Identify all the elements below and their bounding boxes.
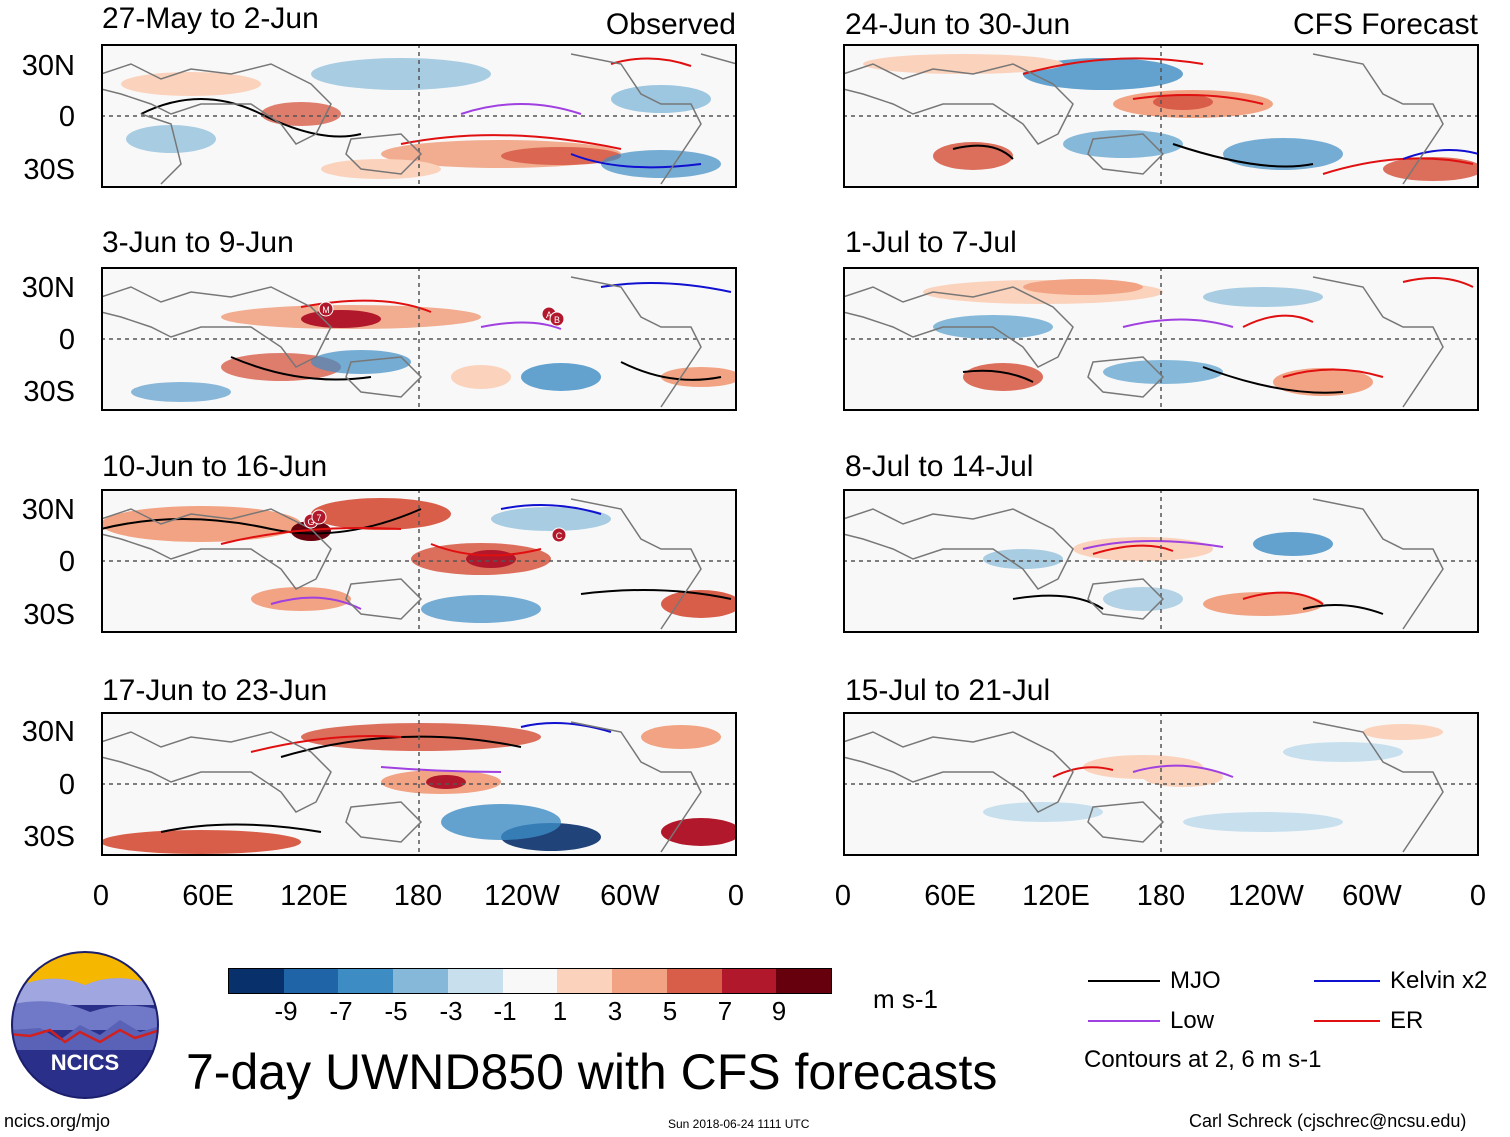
lat-label-eq: 0 <box>58 101 75 133</box>
colorbar-tick: 5 <box>662 996 678 1026</box>
map-panel-forecast-1 <box>843 44 1479 188</box>
panel-title-observed-4: 17-Jun to 23-Jun <box>102 674 328 707</box>
map-panel-observed-4 <box>101 712 737 856</box>
storm-marker-icon <box>549 311 565 327</box>
lon-label: 0 <box>727 880 745 912</box>
lat-label-30n: 30N <box>21 494 75 526</box>
legend-line-kelvin <box>1314 980 1380 982</box>
legend-note: Contours at 2, 6 m s-1 <box>1084 1046 1322 1073</box>
lon-label: 120E <box>280 880 348 912</box>
legend-line-er <box>1314 1020 1380 1022</box>
map-panel-forecast-3 <box>843 489 1479 633</box>
colorbar-swatch <box>229 969 284 993</box>
lon-label: 60W <box>600 880 660 912</box>
ncics-logo: NCICS <box>11 951 159 1099</box>
colorbar <box>228 968 832 994</box>
footer-author: Carl Schreck (cjschrec@ncsu.edu) <box>1189 1111 1467 1131</box>
panel-title-forecast-2: 1-Jul to 7-Jul <box>845 226 1017 259</box>
lat-label-eq: 0 <box>58 324 75 356</box>
panel-title-forecast-3: 8-Jul to 14-Jul <box>845 450 1034 483</box>
map-panel-forecast-4 <box>843 712 1479 856</box>
map-panel-observed-3: G 7 C <box>101 489 737 633</box>
colorbar-swatch <box>721 969 777 993</box>
colorbar-tick: -3 <box>439 996 463 1026</box>
storm-marker-icon <box>318 301 334 317</box>
panel-title-observed-1: 27-May to 2-Jun <box>102 2 319 35</box>
lon-label: 180 <box>1136 880 1186 912</box>
panel-title-forecast-4: 15-Jul to 21-Jul <box>845 674 1051 707</box>
lon-label: 120E <box>1022 880 1090 912</box>
lat-label-eq: 0 <box>58 546 75 578</box>
lon-label: 0 <box>1469 880 1487 912</box>
lat-label-30n: 30N <box>21 716 75 748</box>
storm-marker-label: A <box>546 310 552 320</box>
colorbar-units: m s-1 <box>873 984 938 1014</box>
panel-tag-forecast: CFS Forecast <box>1292 8 1478 41</box>
storm-marker-icon <box>551 527 567 543</box>
logo-text: NCICS <box>51 1050 119 1075</box>
colorbar-swatch <box>338 969 394 993</box>
colorbar-swatch <box>502 969 558 993</box>
map-panel-forecast-2 <box>843 267 1479 411</box>
colorbar-tick: -7 <box>329 996 353 1026</box>
lon-label: 0 <box>834 880 852 912</box>
lat-label-30n: 30N <box>21 272 75 304</box>
storm-marker-label: M <box>322 305 330 315</box>
colorbar-tick: 1 <box>552 996 568 1026</box>
colorbar-tick: -5 <box>384 996 408 1026</box>
colorbar-swatch <box>283 969 339 993</box>
lon-label: 60W <box>1342 880 1402 912</box>
colorbar-swatch <box>557 969 613 993</box>
storm-marker-label: B <box>554 315 560 325</box>
lon-label: 0 <box>92 880 110 912</box>
legend-line-low <box>1088 1020 1160 1022</box>
colorbar-tick: 3 <box>607 996 623 1026</box>
colorbar-swatch <box>393 969 448 993</box>
colorbar-tick: -1 <box>493 996 517 1026</box>
colorbar-swatch <box>612 969 667 993</box>
map-panel-observed-2: M A B <box>101 267 737 411</box>
lat-label-eq: 0 <box>58 769 75 801</box>
map-panel-observed-1 <box>101 44 737 188</box>
colorbar-tick: -9 <box>274 996 298 1026</box>
lat-label-30s: 30S <box>23 821 75 853</box>
lat-label-30s: 30S <box>23 154 75 186</box>
legend-label-low: Low <box>1170 1007 1215 1034</box>
main-title: 7-day UWND850 with CFS forecasts <box>186 1044 998 1100</box>
lon-label: 120W <box>484 880 560 912</box>
lon-label: 180 <box>393 880 443 912</box>
panel-title-observed-3: 10-Jun to 16-Jun <box>102 450 328 483</box>
colorbar-swatch <box>776 969 832 993</box>
lon-label: 60E <box>182 880 234 912</box>
panel-title-forecast-1: 24-Jun to 30-Jun <box>845 8 1071 41</box>
legend-label-er: ER <box>1390 1007 1424 1034</box>
legend-line-mjo <box>1088 980 1160 982</box>
colorbar-tick: 7 <box>717 996 733 1026</box>
lat-label-30s: 30S <box>23 376 75 408</box>
storm-marker-label: C <box>556 531 563 541</box>
lon-label: 60E <box>924 880 976 912</box>
colorbar-swatch <box>666 969 722 993</box>
legend-label-kelvin: Kelvin x2 <box>1390 967 1488 994</box>
storm-marker-icon <box>311 509 327 525</box>
panel-tag-observed: Observed <box>605 8 736 41</box>
lon-label: 120W <box>1228 880 1304 912</box>
lat-label-30s: 30S <box>23 599 75 631</box>
colorbar-swatch <box>447 969 503 993</box>
lat-label-30n: 30N <box>21 50 75 82</box>
panel-title-observed-2: 3-Jun to 9-Jun <box>102 226 294 259</box>
legend-label-mjo: MJO <box>1170 967 1221 994</box>
storm-marker-label: 7 <box>316 513 321 523</box>
footer-timestamp: Sun 2018-06-24 1111 UTC <box>668 1117 810 1131</box>
colorbar-tick: 9 <box>771 996 787 1026</box>
footer-url[interactable]: ncics.org/mjo <box>4 1111 111 1131</box>
storm-marker-label: G <box>307 517 314 527</box>
